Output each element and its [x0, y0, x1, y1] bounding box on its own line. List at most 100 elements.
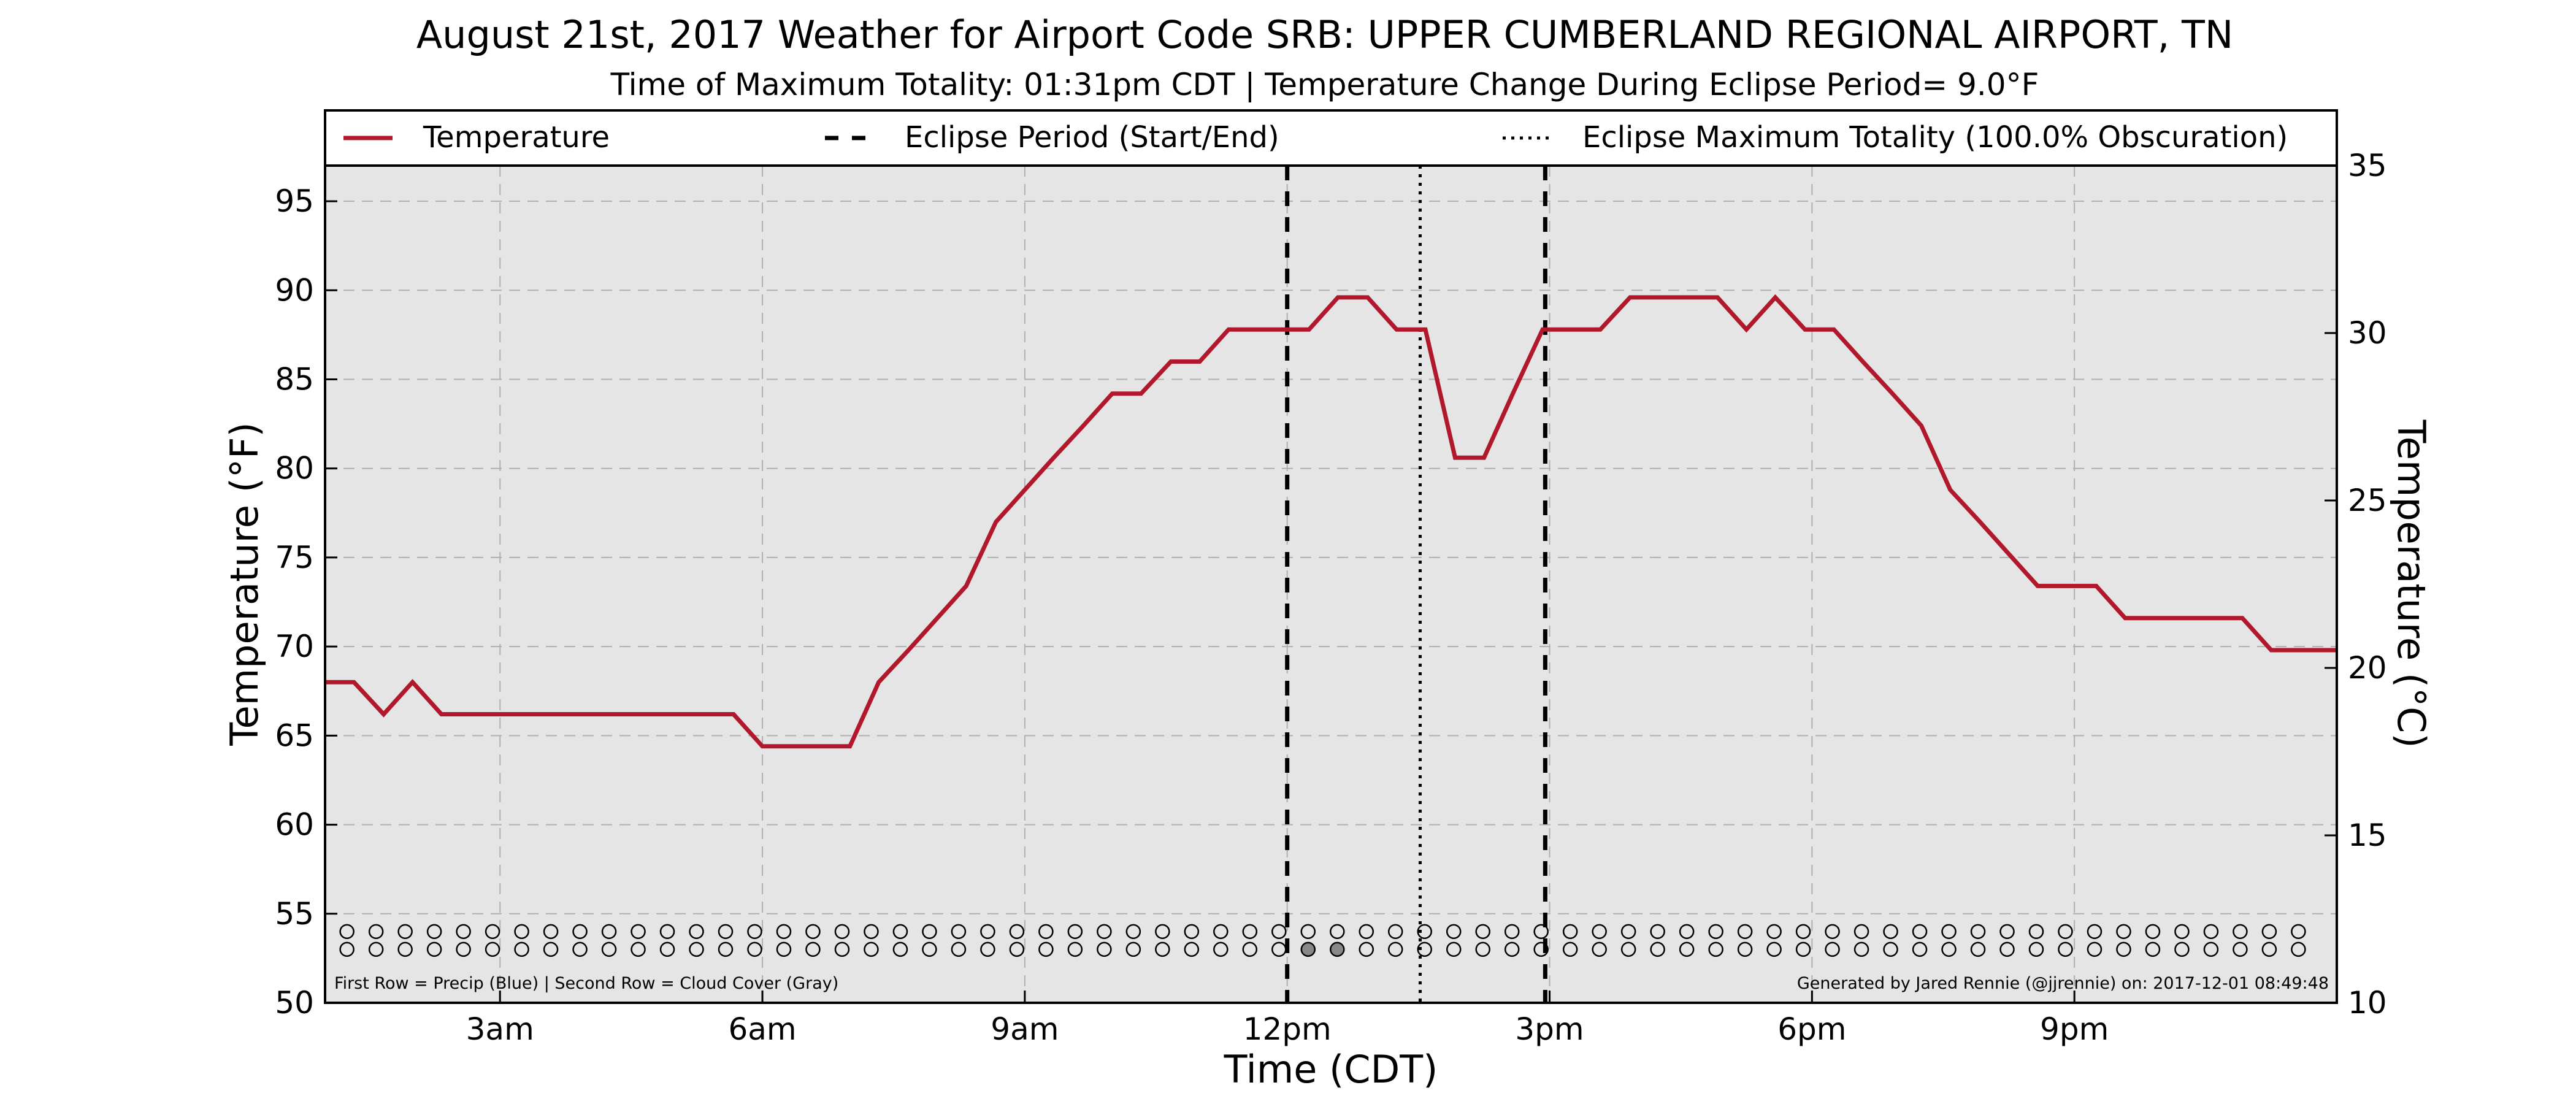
cloud-marker — [2087, 941, 2103, 957]
precip-marker — [1679, 924, 1695, 940]
precip-marker — [1620, 924, 1636, 940]
x-tick-label: 3pm — [1515, 1011, 1584, 1047]
precip-marker — [1387, 924, 1403, 940]
precip-marker — [514, 924, 529, 940]
cloud-marker — [339, 941, 355, 957]
precip-marker — [892, 924, 908, 940]
cloud-marker — [1679, 941, 1695, 957]
y-tick-label: 60 — [275, 807, 314, 843]
cloud-marker — [2174, 941, 2190, 957]
precip-marker — [2028, 924, 2044, 940]
y-right-tick-label: 30 — [2348, 315, 2387, 351]
y-tick-label: 55 — [275, 896, 314, 932]
legend-label-eclipse-maximum: Eclipse Maximum Totality (100.0% Obscura… — [1582, 120, 2288, 155]
cloud-marker — [892, 941, 908, 957]
y-axis-label-right: Temperature (°C) — [2389, 419, 2434, 748]
precip-marker — [1592, 924, 1607, 940]
precip-marker — [1067, 924, 1083, 940]
series-layer — [325, 294, 2337, 749]
precip-marker — [572, 924, 588, 940]
cloud-marker — [864, 941, 879, 957]
y-tick-label: 75 — [275, 540, 314, 575]
precip-marker — [1184, 924, 1200, 940]
annotation-right: Generated by Jared Rennie (@jjrennie) on… — [1797, 974, 2329, 993]
eclipse-lines — [1285, 166, 1547, 1003]
cloud-marker — [1475, 941, 1490, 957]
cloud-marker — [1853, 941, 1869, 957]
precip-marker — [951, 924, 967, 940]
cloud-marker — [1242, 941, 1258, 957]
cloud-marker — [601, 941, 617, 957]
precip-marker — [1533, 924, 1549, 940]
legend: Temperature Eclipse Period (Start/End) E… — [324, 109, 2338, 167]
cloud-marker — [1941, 941, 1957, 957]
precip-marker — [1475, 924, 1490, 940]
precip-marker — [776, 924, 792, 940]
precip-marker — [2145, 924, 2161, 940]
precip-marker — [659, 924, 675, 940]
precip-marker — [718, 924, 734, 940]
precip-marker — [601, 924, 617, 940]
precip-marker — [1271, 924, 1287, 940]
cloud-marker — [1883, 941, 1898, 957]
precip-marker — [1825, 924, 1840, 940]
cloud-marker — [2261, 941, 2277, 957]
cloud-marker — [1038, 941, 1054, 957]
y-tick-label: 90 — [275, 272, 314, 308]
precip-marker — [834, 924, 850, 940]
precip-marker — [1737, 924, 1753, 940]
precip-marker — [1883, 924, 1898, 940]
series-line-temperature — [325, 294, 2337, 749]
cloud-marker — [1184, 941, 1200, 957]
precip-marker — [631, 924, 646, 940]
precip-marker — [1213, 924, 1229, 940]
y-right-tick-label: 10 — [2348, 985, 2387, 1021]
cloud-marker — [397, 941, 413, 957]
precip-marker — [1242, 924, 1258, 940]
cloud-marker — [2028, 941, 2044, 957]
precip-marker — [1446, 924, 1462, 940]
precip-marker — [1038, 924, 1054, 940]
cloud-marker — [1999, 941, 2015, 957]
cloud-marker — [747, 941, 762, 957]
precip-marker — [397, 924, 413, 940]
cloud-marker — [1387, 941, 1403, 957]
cloud-marker — [1155, 941, 1170, 957]
cloud-marker — [1650, 941, 1665, 957]
cloud-marker — [1825, 941, 1840, 957]
cloud-marker — [485, 941, 500, 957]
x-tick-label: 6pm — [1777, 1011, 1846, 1047]
cloud-marker — [1737, 941, 1753, 957]
cloud-marker — [659, 941, 675, 957]
cloud-marker — [805, 941, 821, 957]
legend-label-eclipse-period: Eclipse Period (Start/End) — [905, 120, 1279, 155]
precip-marker — [1009, 924, 1025, 940]
cloud-marker — [2203, 941, 2219, 957]
precip-marker — [2233, 924, 2248, 940]
y-tick-label: 65 — [275, 718, 314, 753]
precip-marker — [1359, 924, 1374, 940]
x-tick-label: 3am — [466, 1011, 534, 1047]
cloud-marker — [1912, 941, 1928, 957]
y-tick-label: 80 — [275, 451, 314, 486]
cloud-marker — [1562, 941, 1578, 957]
cloud-marker — [1504, 941, 1520, 957]
y-tick-label: 85 — [275, 362, 314, 397]
legend-label-temperature: Temperature — [423, 120, 610, 155]
x-tick-label: 9pm — [2040, 1011, 2109, 1047]
cloud-marker — [1766, 941, 1782, 957]
precip-marker — [2174, 924, 2190, 940]
precip-marker — [1912, 924, 1928, 940]
cloud-marker — [1970, 941, 1986, 957]
precip-marker — [1766, 924, 1782, 940]
cloud-marker — [456, 941, 471, 957]
cloud-marker — [1330, 941, 1345, 957]
precip-marker — [2291, 924, 2306, 940]
precip-marker — [1970, 924, 1986, 940]
precip-marker — [1562, 924, 1578, 940]
cloud-marker — [1009, 941, 1025, 957]
cloud-marker — [1213, 941, 1229, 957]
precip-marker — [747, 924, 762, 940]
precip-marker — [1155, 924, 1170, 940]
cloud-marker — [1620, 941, 1636, 957]
